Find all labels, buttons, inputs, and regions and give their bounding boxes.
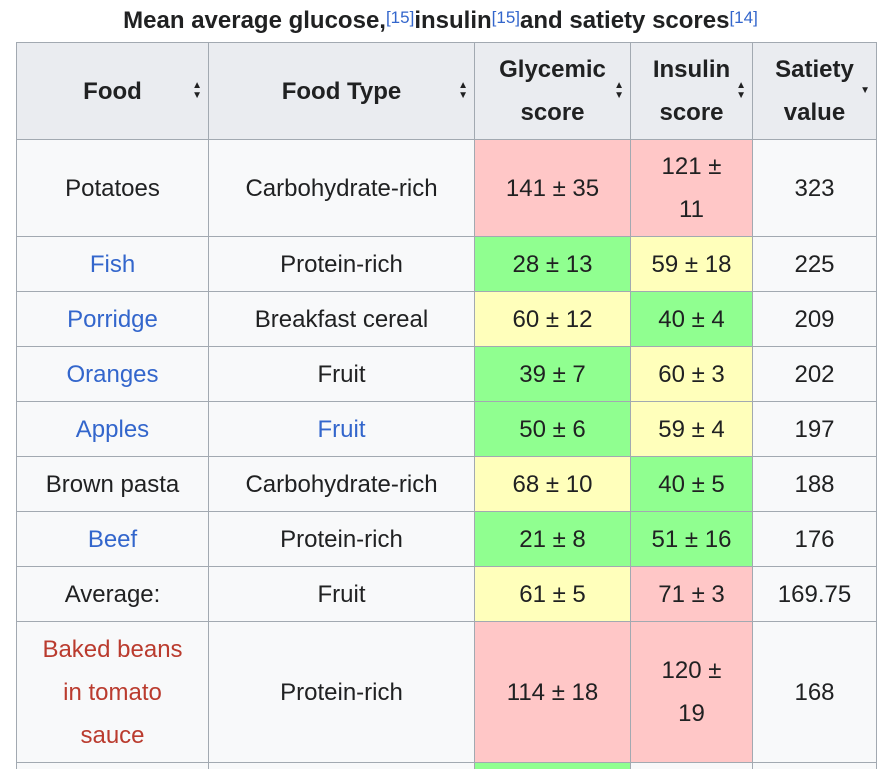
food-type-cell: Protein-rich	[208, 511, 475, 567]
caption-text-1: Mean average glucose,	[123, 7, 386, 34]
food-type-cell: Protein-rich	[208, 621, 475, 763]
glycemic-cell: 141 ± 35	[474, 139, 631, 237]
header-row: Food ▲ ▼ Food Type ▲ ▼ Glycemic score ▲ ▼ In…	[16, 42, 877, 140]
food-type-cell: Carbohydrate-rich	[208, 139, 475, 237]
insulin-cell: 120 ±19	[630, 621, 753, 763]
column-header-satiety[interactable]: Satiety value ▼	[752, 42, 877, 140]
table-row: Oranges Fruit 39 ± 7 60 ± 3 202	[16, 346, 877, 402]
food-cell: Potatoes	[16, 139, 209, 237]
satiety-cell: 188	[752, 456, 877, 512]
food-cell: Oranges	[16, 346, 209, 402]
glycemic-cell: 28 ± 13	[474, 236, 631, 292]
sort-both-arrows-icon[interactable]: ▲ ▼	[458, 80, 468, 101]
satiety-cell: 209	[752, 291, 877, 347]
sort-down-arrow-icon[interactable]: ▼	[860, 85, 870, 96]
table-row: Beef Protein-rich 21 ± 8 51 ± 16 176	[16, 511, 877, 567]
insulin-cell: 51 ± 16	[630, 511, 753, 567]
food-link-oranges[interactable]: Oranges	[66, 360, 159, 388]
satiety-cell	[752, 762, 877, 769]
reference-link-15b[interactable]: [15]	[491, 7, 521, 27]
table-row: Brown pasta Carbohydrate-rich 68 ± 10 40…	[16, 456, 877, 512]
food-cell: Baked beans in tomato sauce	[16, 621, 209, 763]
insulin-cell: 121 ±11	[630, 139, 753, 237]
food-type-cell: Fruit	[208, 346, 475, 402]
glycemic-cell: 39 ± 7	[474, 346, 631, 402]
glycemic-cell: 114 ± 18	[474, 621, 631, 763]
food-type-cell: Breakfast cereal	[208, 291, 475, 347]
food-cell: Average:	[16, 566, 209, 622]
food-link-apples[interactable]: Apples	[75, 415, 150, 443]
table-row: Potatoes Carbohydrate-rich 141 ± 35 121 …	[16, 139, 877, 237]
food-type-cell: Fruit	[208, 401, 475, 457]
satiety-cell: 197	[752, 401, 877, 457]
food-redlink-baked-beans[interactable]: Baked beans in tomato sauce	[42, 635, 183, 749]
glycemic-cell: 60 ± 12	[474, 291, 631, 347]
food-type-cell: Protein-rich	[208, 236, 475, 292]
column-header-food-type[interactable]: Food Type ▲ ▼	[208, 42, 475, 140]
sort-both-arrows-icon[interactable]: ▲ ▼	[192, 80, 202, 101]
table-caption: Mean average glucose, [15] insulin [15] an…	[0, 0, 881, 42]
header-label-glycemic: Glycemic score	[499, 56, 606, 126]
satiety-cell: 168	[752, 621, 877, 763]
header-label-satiety: Satiety value	[775, 56, 854, 126]
glycemic-cell: 61 ± 5	[474, 566, 631, 622]
food-type-link-fruit[interactable]: Fruit	[317, 415, 366, 443]
food-cell: Brown pasta	[16, 456, 209, 512]
sort-both-arrows-icon[interactable]: ▲ ▼	[614, 80, 624, 101]
glycemic-cell	[474, 762, 631, 769]
satiety-cell: 169.75	[752, 566, 877, 622]
insulin-cell: 59 ± 18	[630, 236, 753, 292]
column-header-food[interactable]: Food ▲ ▼	[16, 42, 209, 140]
table-row: Baked beans in tomato sauce Protein-rich 1…	[16, 621, 877, 763]
food-scores-table: Food ▲ ▼ Food Type ▲ ▼ Glycemic score ▲ ▼ In…	[16, 42, 877, 769]
insulin-cell: 71 ± 3	[630, 566, 753, 622]
satiety-cell: 176	[752, 511, 877, 567]
satiety-cell: 323	[752, 139, 877, 237]
reference-link-14[interactable]: [14]	[729, 7, 758, 27]
caption-text-2: insulin	[414, 7, 492, 34]
food-cell: Apples	[16, 401, 209, 457]
food-cell: Beef	[16, 511, 209, 567]
table-row: Apples Fruit 50 ± 6 59 ± 4 197	[16, 401, 877, 457]
glycemic-cell: 50 ± 6	[474, 401, 631, 457]
table-row-partial	[16, 762, 877, 769]
food-cell: Porridge	[16, 291, 209, 347]
column-header-glycemic[interactable]: Glycemic score ▲ ▼	[474, 42, 631, 140]
reference-link-15a[interactable]: [15]	[385, 7, 415, 27]
food-link-fish[interactable]: Fish	[89, 250, 136, 278]
insulin-cell: 40 ± 5	[630, 456, 753, 512]
sort-both-arrows-icon[interactable]: ▲ ▼	[736, 80, 746, 101]
satiety-cell: 225	[752, 236, 877, 292]
food-link-beef[interactable]: Beef	[87, 525, 138, 553]
insulin-cell: 59 ± 4	[630, 401, 753, 457]
column-header-insulin[interactable]: Insulin score ▲ ▼	[630, 42, 753, 140]
insulin-cell: 40 ± 4	[630, 291, 753, 347]
food-cell	[16, 762, 209, 769]
food-type-cell: Fruit	[208, 566, 475, 622]
insulin-cell	[630, 762, 753, 769]
satiety-cell: 202	[752, 346, 877, 402]
table-row: Average: Fruit 61 ± 5 71 ± 3 169.75	[16, 566, 877, 622]
header-label-food-type: Food Type	[281, 77, 402, 105]
food-link-porridge[interactable]: Porridge	[67, 305, 158, 333]
header-label-food: Food	[83, 77, 142, 105]
food-type-cell: Carbohydrate-rich	[208, 456, 475, 512]
food-type-cell	[208, 762, 475, 769]
table-row: Porridge Breakfast cereal 60 ± 12 40 ± 4…	[16, 291, 877, 347]
header-label-insulin: Insulin score	[652, 56, 731, 126]
caption-text-3: and satiety scores	[520, 7, 730, 34]
glycemic-cell: 68 ± 10	[474, 456, 631, 512]
food-cell: Fish	[16, 236, 209, 292]
insulin-cell: 60 ± 3	[630, 346, 753, 402]
table-row: Fish Protein-rich 28 ± 13 59 ± 18 225	[16, 236, 877, 292]
glycemic-cell: 21 ± 8	[474, 511, 631, 567]
